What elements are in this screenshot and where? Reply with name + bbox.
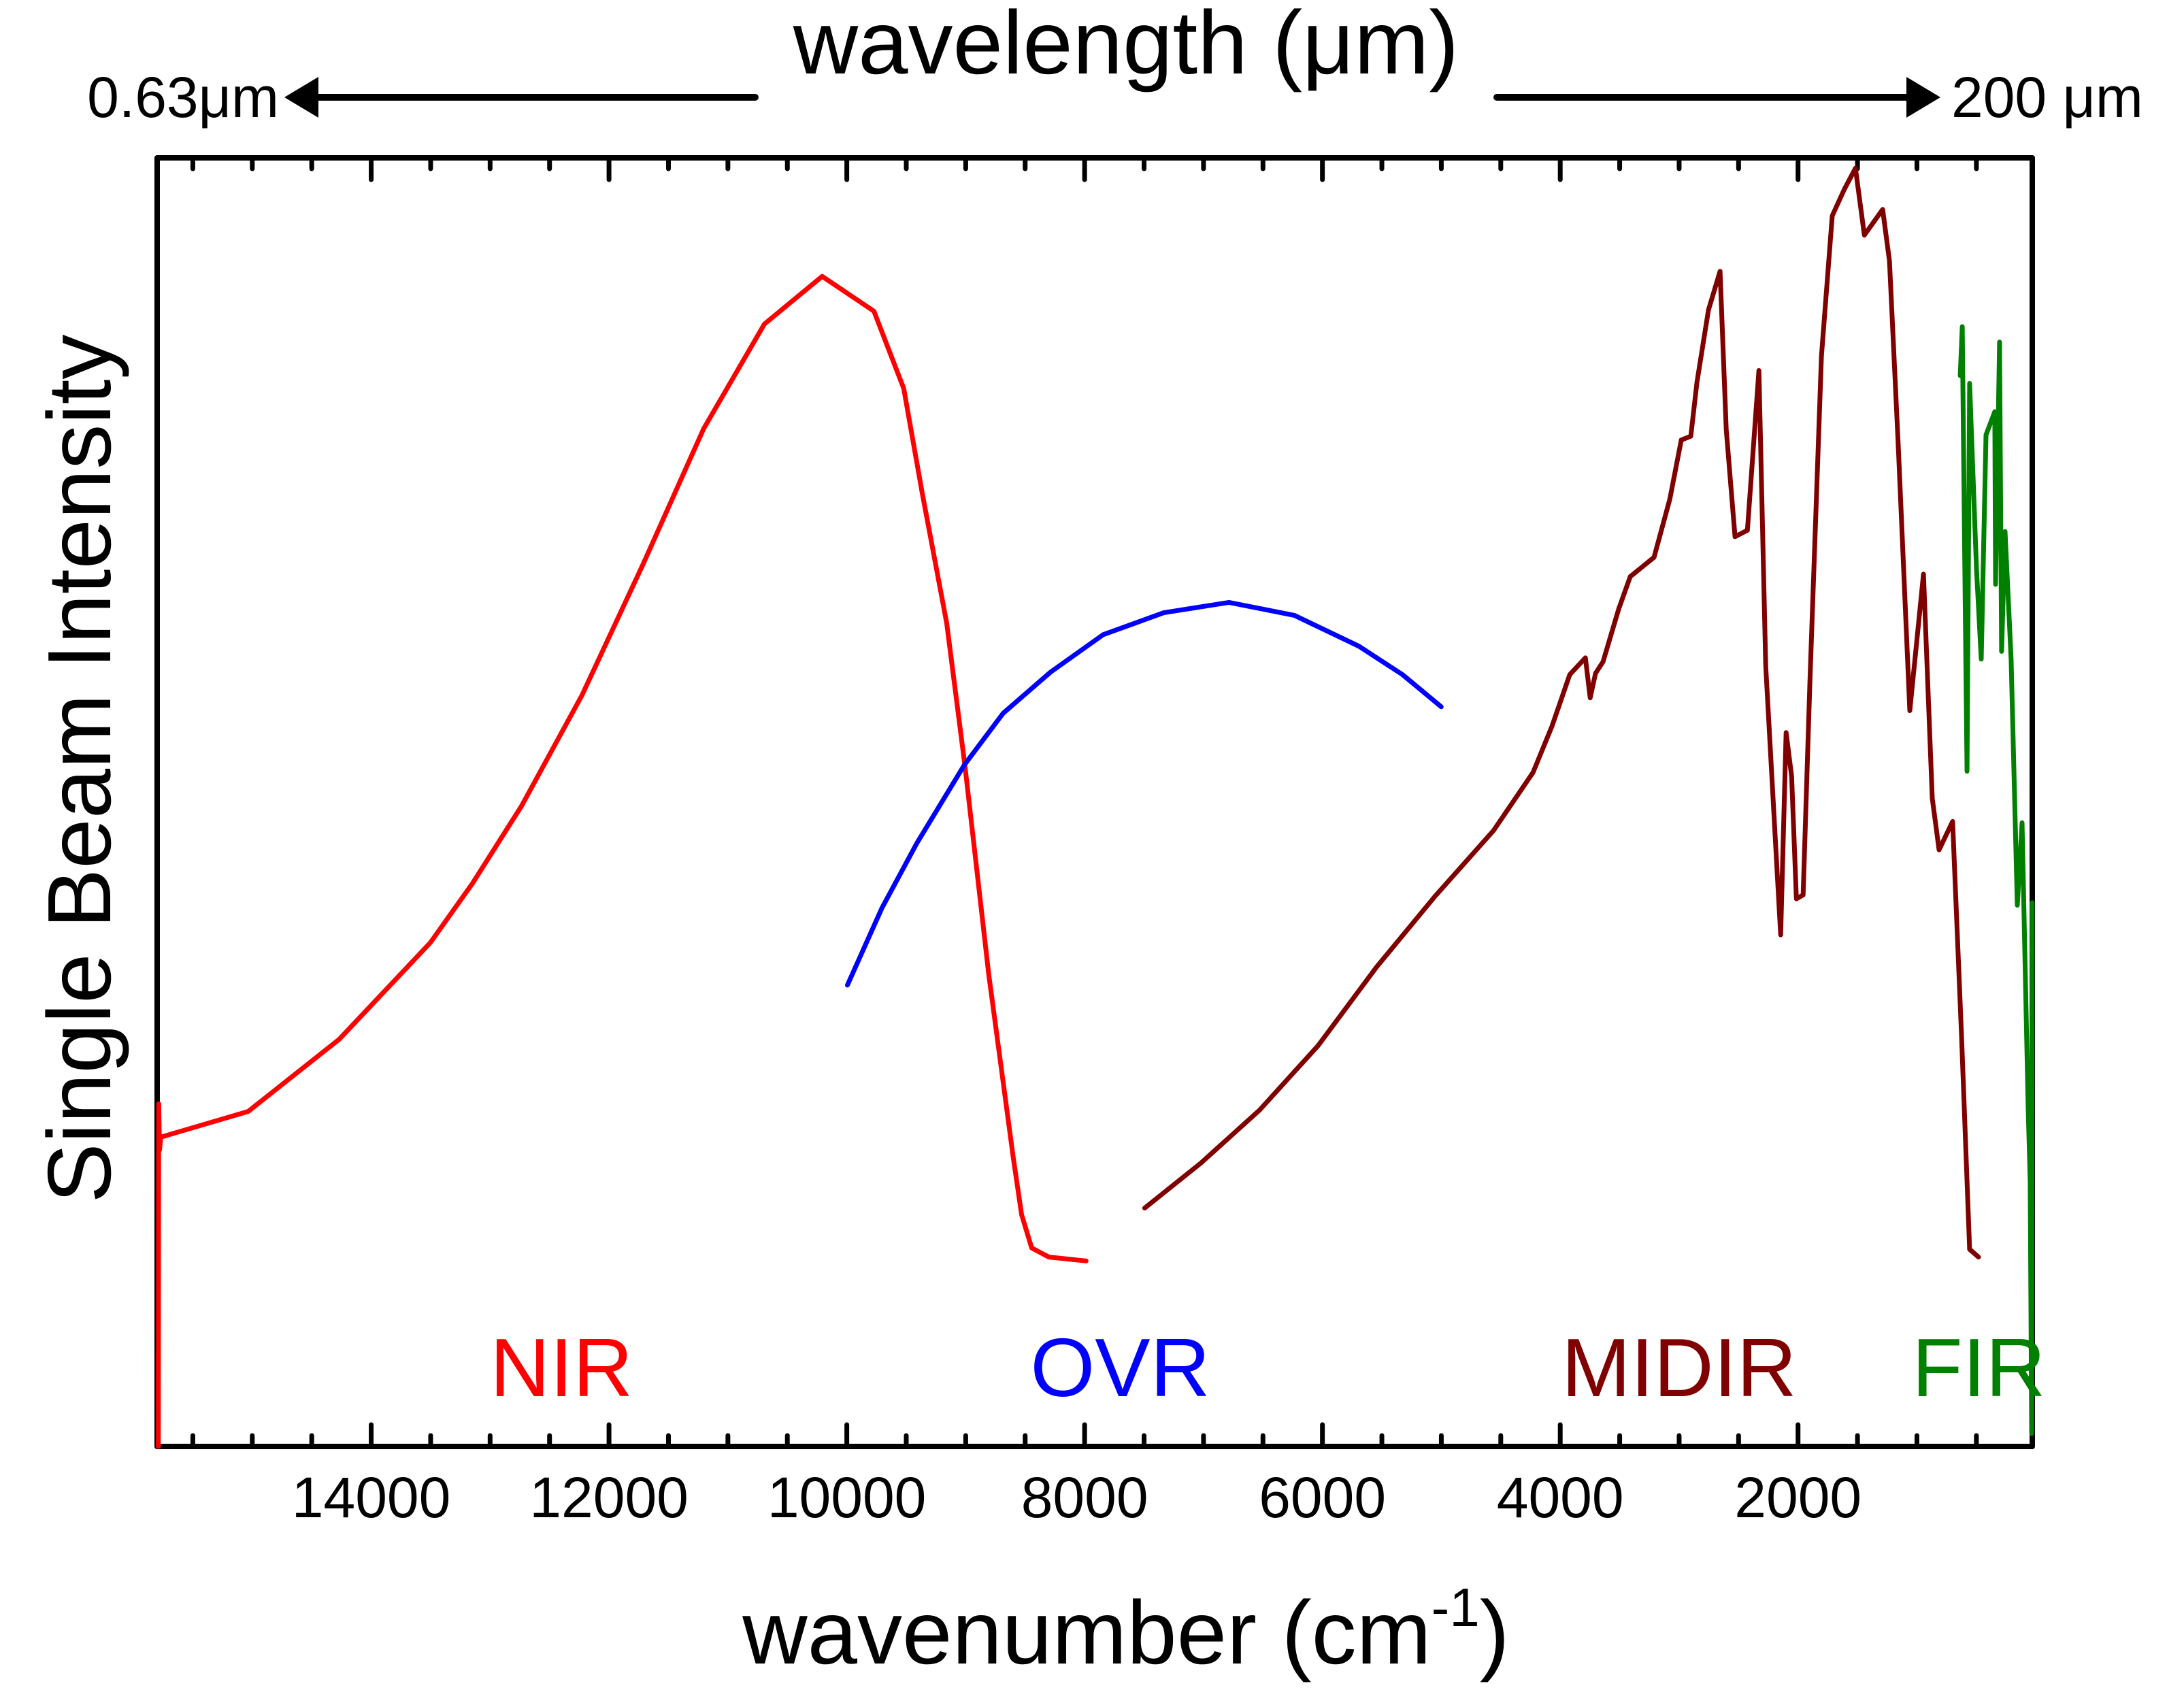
left-arrow-head-icon xyxy=(284,77,318,118)
wavelength-max-label: 200 μm xyxy=(1951,65,2143,129)
x-tick-label: 6000 xyxy=(1259,1466,1386,1529)
series-label-fir: FIR xyxy=(1912,1321,2046,1414)
y-axis-label: Single Beam Intensity xyxy=(29,335,129,1204)
x-axis-label: wavenumber (cm-1) xyxy=(742,1577,1509,1683)
x-axis-label-suffix: ) xyxy=(1480,1583,1510,1683)
x-tick-label: 4000 xyxy=(1497,1466,1624,1529)
right-arrow-head-icon xyxy=(1906,77,1940,118)
series-line-fir xyxy=(1957,324,2035,1436)
series-group xyxy=(156,165,2035,1449)
x-axis-label-main: wavenumber (cm xyxy=(742,1583,1431,1683)
x-tick-label: 14000 xyxy=(292,1466,451,1529)
wavelength-axis-title: wavelength (μm) xyxy=(793,0,1459,93)
series-line-ovr xyxy=(845,599,1444,988)
series-label-ovr: OVR xyxy=(1030,1321,1210,1414)
wavelength-axis-annotation: wavelength (μm) 0.63μm 200 μm xyxy=(87,0,2143,129)
series-line-midir xyxy=(1142,165,1981,1260)
x-tick-label: 8000 xyxy=(1021,1466,1148,1529)
x-tick-label: 2000 xyxy=(1734,1466,1862,1529)
x-tick-label: 12000 xyxy=(529,1466,689,1529)
series-label-midir: MIDIR xyxy=(1561,1321,1797,1414)
x-axis-label-superscript: -1 xyxy=(1432,1577,1480,1638)
series-line-nir xyxy=(156,274,1089,1449)
plot-frame xyxy=(154,155,2035,1449)
x-axis-tick-labels: 14000 12000 10000 8000 6000 4000 2000 xyxy=(292,1466,1862,1529)
series-label-nir: NIR xyxy=(490,1321,633,1414)
x-tick-label: 10000 xyxy=(767,1466,927,1529)
wavelength-min-label: 0.63μm xyxy=(87,65,279,129)
x-axis-ticks xyxy=(190,155,1979,1449)
series-labels: NIR OVR MIDIR FIR xyxy=(490,1321,2045,1414)
